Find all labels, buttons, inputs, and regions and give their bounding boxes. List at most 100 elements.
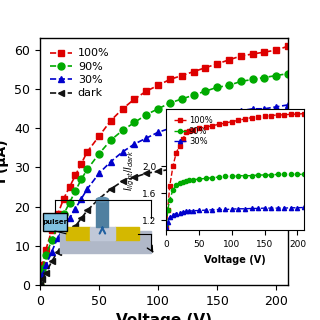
90%: [40, 267, 44, 271]
30%: [132, 142, 136, 146]
30%: [251, 107, 254, 111]
30%: [286, 103, 290, 107]
90%: [79, 177, 83, 181]
dark: [62, 240, 66, 244]
dark: [215, 162, 219, 165]
90%: [68, 201, 71, 204]
30%: [168, 126, 172, 130]
dark: [168, 167, 172, 171]
90%: [286, 72, 290, 76]
100%: [215, 62, 219, 66]
Y-axis label: $I_{light}/I_{dark}$: $I_{light}/I_{dark}$: [122, 149, 137, 190]
100%: [227, 58, 231, 62]
30%: [44, 263, 48, 267]
90%: [239, 79, 243, 83]
100%: [85, 150, 89, 154]
90%: [85, 167, 89, 171]
100%: [132, 97, 136, 101]
Bar: [90, 227, 115, 240]
100%: [180, 74, 184, 77]
100%: [40, 263, 44, 267]
100%: [239, 54, 243, 58]
Bar: [96, 200, 108, 227]
X-axis label: Voltage (V): Voltage (V): [204, 255, 266, 265]
100%: [286, 44, 290, 48]
dark: [144, 172, 148, 175]
dark: [38, 283, 42, 287]
30%: [227, 111, 231, 115]
90%: [168, 101, 172, 105]
dark: [109, 187, 113, 191]
30%: [38, 283, 42, 287]
100%: [79, 162, 83, 165]
X-axis label: Voltage (V): Voltage (V): [116, 313, 212, 320]
90%: [215, 85, 219, 89]
dark: [50, 260, 54, 263]
100%: [68, 185, 71, 189]
100%: [74, 173, 77, 177]
Ellipse shape: [96, 197, 108, 202]
dark: [68, 232, 71, 236]
dark: [192, 164, 196, 167]
dark: [251, 158, 254, 162]
30%: [144, 136, 148, 140]
100%: [38, 283, 42, 287]
30%: [156, 130, 160, 134]
30%: [62, 226, 66, 230]
dark: [121, 179, 124, 183]
dark: [79, 216, 83, 220]
dark: [274, 156, 278, 160]
30%: [204, 115, 207, 118]
90%: [227, 84, 231, 87]
30%: [74, 207, 77, 211]
90%: [50, 238, 54, 242]
dark: [97, 197, 101, 201]
dark: [286, 154, 290, 158]
100%: [121, 107, 124, 111]
Line: 90%: 90%: [36, 70, 292, 288]
Line: dark: dark: [36, 152, 292, 288]
dark: [132, 175, 136, 179]
100%: [50, 228, 54, 232]
100%: [262, 50, 266, 54]
90%: [74, 189, 77, 193]
Y-axis label: I (μA): I (μA): [0, 140, 9, 183]
90%: [156, 107, 160, 111]
90%: [180, 97, 184, 101]
100%: [168, 77, 172, 81]
Bar: [115, 227, 139, 240]
Bar: [60, 231, 151, 253]
90%: [204, 89, 207, 93]
dark: [262, 158, 266, 162]
dark: [239, 160, 243, 164]
30%: [121, 150, 124, 154]
30%: [180, 123, 184, 126]
dark: [204, 162, 207, 165]
90%: [192, 93, 196, 97]
Line: 30%: 30%: [36, 101, 292, 288]
90%: [251, 77, 254, 81]
100%: [144, 89, 148, 93]
dark: [44, 271, 48, 275]
100%: [56, 212, 60, 216]
90%: [132, 121, 136, 124]
100%: [274, 48, 278, 52]
Text: pulser: pulser: [43, 219, 68, 225]
30%: [50, 250, 54, 253]
100%: [156, 84, 160, 87]
30%: [262, 107, 266, 111]
30%: [56, 236, 60, 240]
dark: [85, 209, 89, 212]
100%: [109, 119, 113, 123]
100%: [62, 197, 66, 201]
30%: [274, 105, 278, 109]
30%: [97, 172, 101, 175]
100%: [251, 52, 254, 56]
dark: [180, 165, 184, 169]
90%: [262, 76, 266, 79]
90%: [144, 113, 148, 116]
100%: [97, 134, 101, 138]
Legend: 100%, 90%, 30%: 100%, 90%, 30%: [171, 113, 216, 149]
dark: [227, 160, 231, 164]
90%: [44, 253, 48, 257]
